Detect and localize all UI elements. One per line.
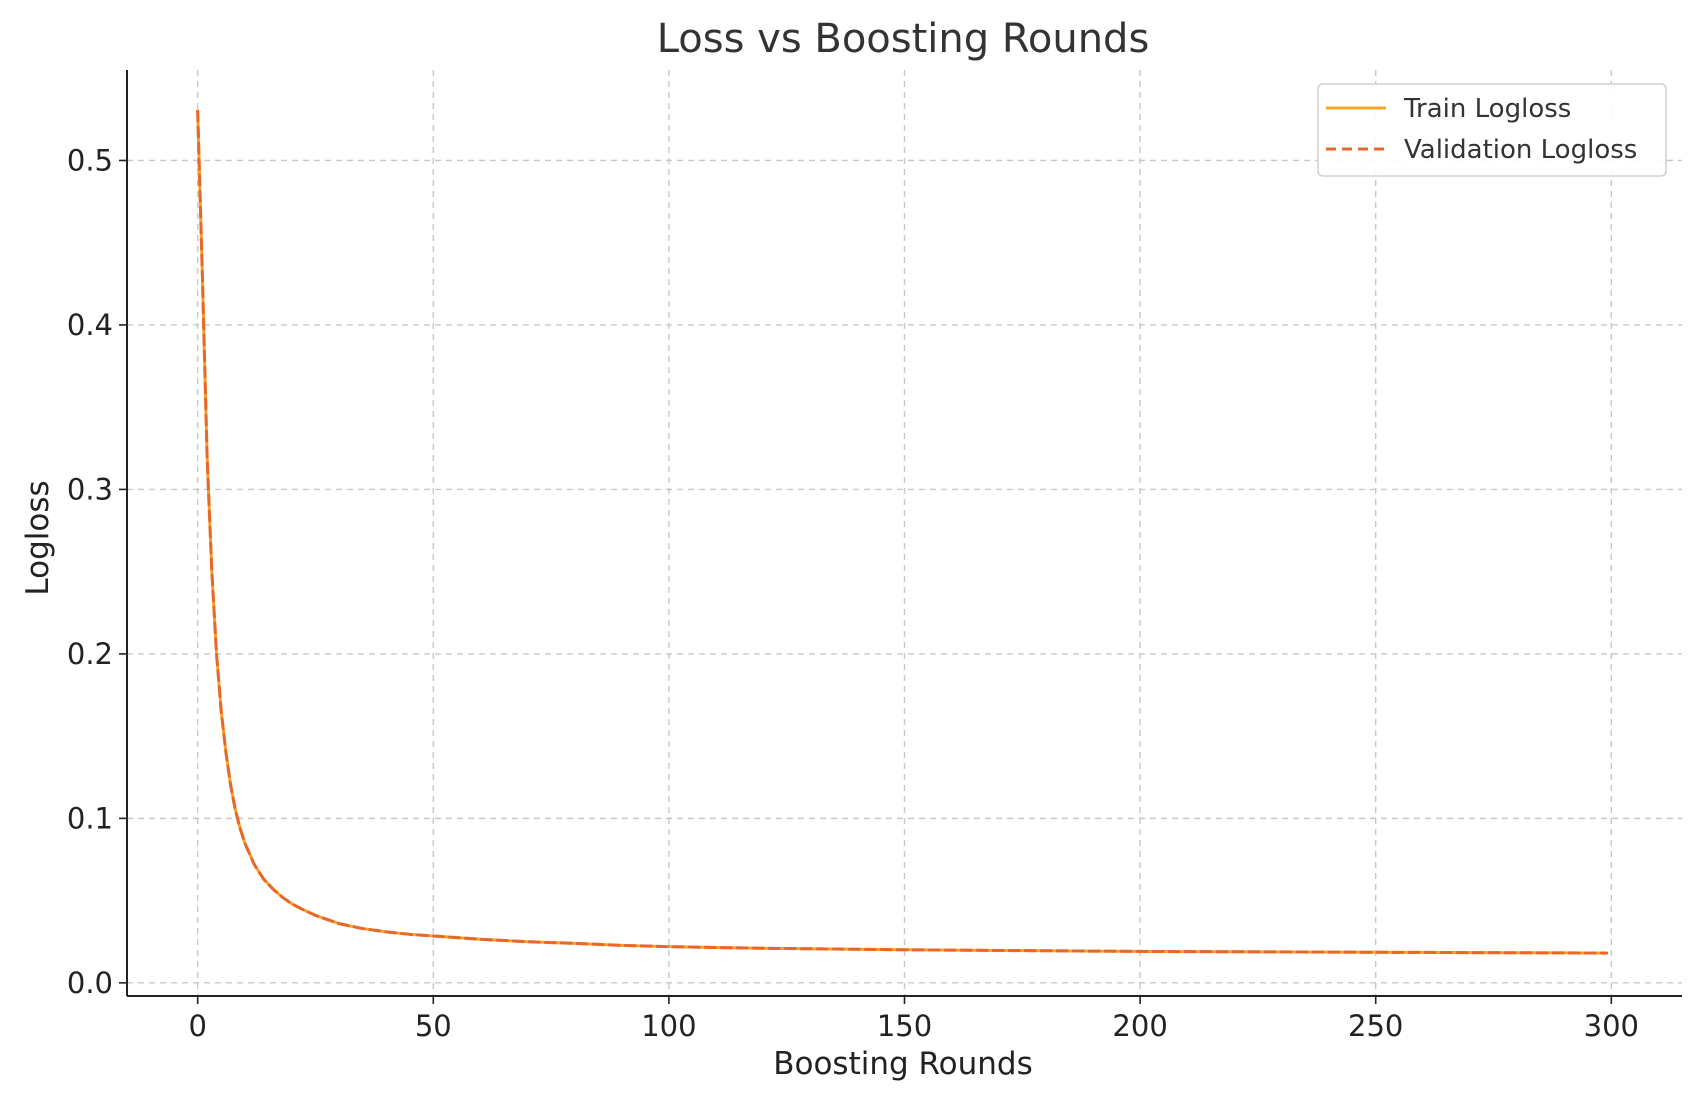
y-tick-label: 0.5 [67, 143, 113, 177]
plot-series [196, 109, 1609, 955]
x-tick-label: 100 [641, 1009, 696, 1043]
y-axis-label: Logloss [20, 480, 56, 595]
x-tick-label: 0 [188, 1009, 206, 1043]
series-line-validation [196, 109, 1609, 955]
x-tick-label: 150 [877, 1009, 932, 1043]
legend: Train Logloss Validation Logloss [1317, 83, 1667, 177]
grid [127, 70, 1682, 996]
ticks: 0 50 100 150 200 250 300 0.0 0.1 0.2 0.3 0.4 0.5 [67, 143, 1639, 1043]
chart-title: Loss vs Boosting Rounds [657, 16, 1150, 62]
y-tick-label: 0.3 [67, 472, 113, 506]
y-tick-label: 0.2 [67, 637, 113, 671]
x-tick-label: 200 [1112, 1009, 1167, 1043]
legend-label-validation: Validation Logloss [1404, 135, 1637, 165]
y-tick-label: 0.4 [67, 308, 113, 342]
legend-box [1317, 83, 1667, 177]
y-tick-label: 0.0 [67, 966, 113, 1000]
y-tick-label: 0.1 [67, 801, 113, 835]
legend-label-train: Train Logloss [1403, 94, 1571, 124]
x-axis-label: Boosting Rounds [773, 1046, 1033, 1082]
x-tick-label: 300 [1584, 1009, 1639, 1043]
x-tick-label: 250 [1348, 1009, 1403, 1043]
x-tick-label: 50 [415, 1009, 452, 1043]
